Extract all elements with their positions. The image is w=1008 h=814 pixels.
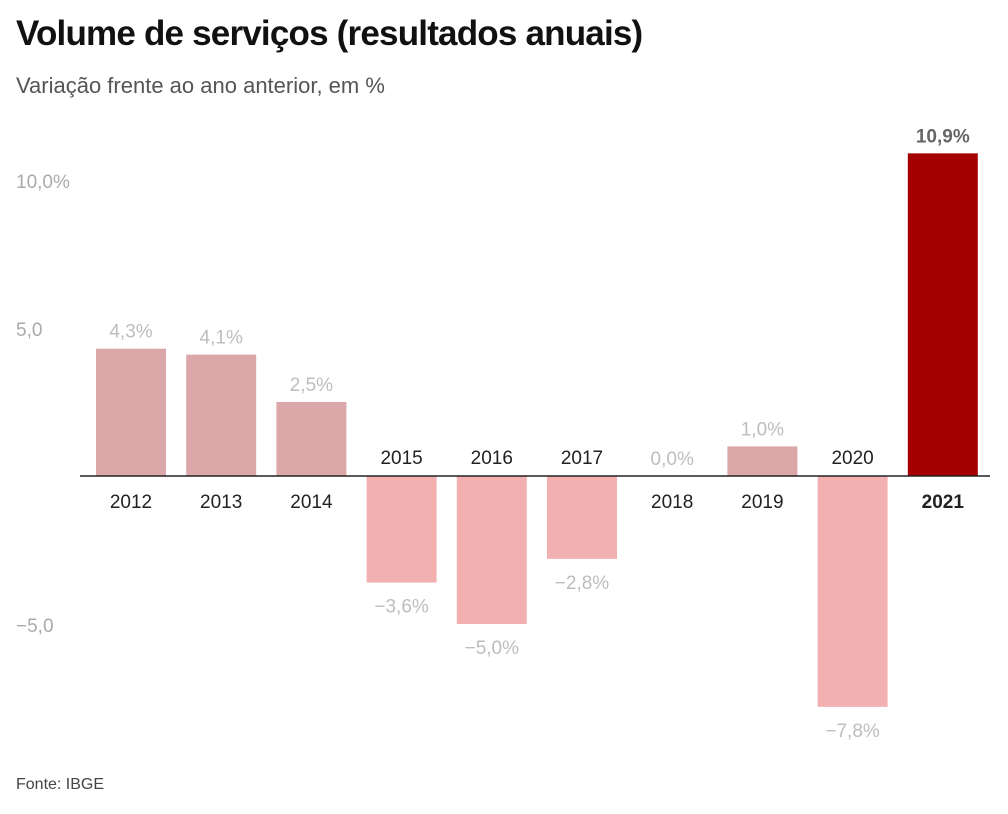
- source-note: Fonte: IBGE: [16, 776, 105, 793]
- data-label-2019: 1,0%: [741, 419, 784, 440]
- bar-2020: [817, 476, 888, 707]
- x-axis-label-2019: 2019: [741, 492, 783, 513]
- x-axis-label-2015: 2015: [380, 448, 422, 469]
- bar-2016: [456, 476, 527, 624]
- x-axis-label-2014: 2014: [290, 492, 333, 513]
- data-label-2013: 4,1%: [200, 328, 243, 349]
- data-label-2020: −7,8%: [825, 721, 880, 742]
- y-axis-tick-label: 10,0%: [16, 172, 70, 193]
- bar-2015: [366, 476, 437, 583]
- y-axis-tick-label: −5,0: [16, 616, 54, 637]
- bar-2012: [96, 348, 166, 476]
- bar-2014: [276, 402, 347, 476]
- x-axis-label-2018: 2018: [651, 492, 693, 513]
- y-axis-tick-label: 5,0: [16, 320, 42, 341]
- bar-2019: [727, 446, 798, 476]
- data-label-2015: −3,6%: [374, 597, 429, 618]
- data-label-2012: 4,3%: [109, 322, 152, 343]
- data-label-2018: 0,0%: [651, 449, 694, 470]
- x-axis-label-2021: 2021: [922, 492, 965, 513]
- chart-title: Volume de serviços (resultados anuais): [16, 14, 643, 53]
- bar-2021: [907, 153, 978, 477]
- data-label-2017: −2,8%: [555, 573, 610, 594]
- data-label-2016: −5,0%: [465, 638, 520, 659]
- x-axis-label-2017: 2017: [561, 448, 603, 469]
- x-axis-label-2016: 2016: [471, 448, 513, 469]
- x-axis-label-2012: 2012: [110, 492, 152, 513]
- data-label-2014: 2,5%: [290, 375, 333, 396]
- data-label-2021: 10,9%: [916, 126, 970, 147]
- bar-2013: [186, 354, 257, 476]
- x-axis-label-2020: 2020: [831, 448, 873, 469]
- x-axis-label-2013: 2013: [200, 492, 242, 513]
- chart-subtitle: Variação frente ao ano anterior, em %: [16, 73, 385, 98]
- bar-2017: [547, 476, 617, 559]
